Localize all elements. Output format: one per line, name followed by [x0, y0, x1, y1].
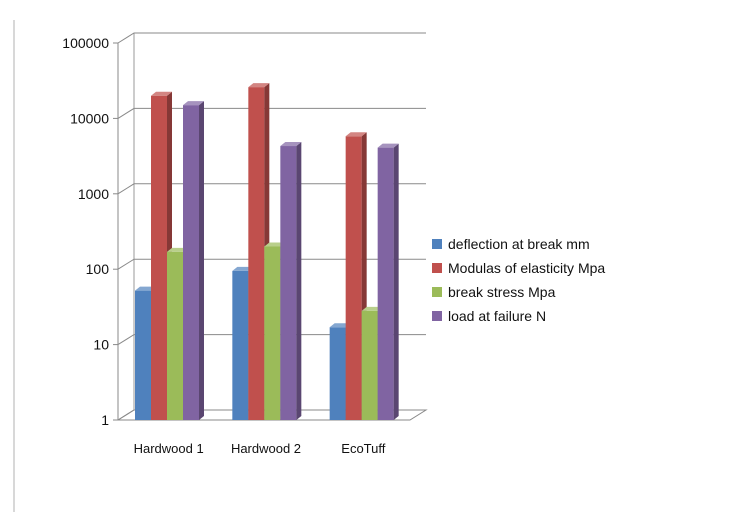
legend-label: deflection at break mm [448, 236, 590, 252]
bar-top [361, 306, 383, 311]
legend-item: Modulas of elasticity Mpa [432, 256, 605, 280]
bar-top [248, 83, 270, 88]
legend-label: Modulas of elasticity Mpa [448, 260, 606, 276]
bar-front [345, 136, 362, 420]
legend-item: deflection at break mm [432, 232, 605, 256]
gridline [117, 107, 426, 119]
bar-top [183, 101, 204, 106]
y-tick-label: 100000 [62, 35, 109, 51]
bar-top [232, 266, 254, 271]
bar-side [393, 143, 399, 420]
bar-front [329, 327, 346, 420]
y-tick-label: 10000 [70, 110, 109, 126]
bar-front [183, 105, 199, 421]
x-category-label: Hardwood 2 [231, 441, 301, 456]
bar-top [264, 242, 286, 247]
bar [377, 143, 399, 420]
bar-front [232, 270, 249, 420]
y-tick-label: 10 [93, 337, 109, 353]
legend-label: break stress Mpa [448, 284, 556, 300]
frame-edge [13, 20, 15, 512]
bar-top [377, 143, 399, 148]
bar-front [361, 310, 378, 420]
gridline [117, 334, 426, 346]
y-tick-label: 1000 [78, 186, 109, 202]
legend-swatch [432, 263, 442, 273]
bar-top [151, 91, 172, 96]
bar-front [248, 87, 265, 420]
bar-side [296, 142, 302, 420]
gridline [117, 258, 426, 270]
x-axis-labels: Hardwood 1 Hardwood 2 EcoTuff [134, 441, 386, 456]
x-category-label: EcoTuff [341, 441, 385, 456]
bar-top [345, 132, 367, 137]
bar-top [135, 286, 156, 291]
bar-top [280, 142, 302, 147]
y-axis-ticks: 1 10 100 1000 10000 100000 [62, 35, 109, 428]
gridline [117, 183, 426, 195]
legend-item: load at failure N [432, 304, 605, 328]
bar-front [377, 147, 394, 420]
legend: deflection at break mm Modulas of elastic… [432, 232, 605, 328]
bar-top [167, 247, 188, 252]
bar-front [280, 146, 297, 420]
gridlines [113, 32, 426, 421]
bars [135, 83, 399, 421]
bar-front [167, 251, 183, 420]
legend-swatch [432, 287, 442, 297]
legend-label: load at failure N [448, 308, 547, 324]
bar-front [151, 95, 167, 421]
y-tick-label: 100 [86, 261, 110, 277]
bar-side [199, 101, 204, 421]
y-tick-label: 1 [101, 412, 109, 428]
bar-front [135, 290, 151, 420]
bar-top [329, 323, 351, 328]
bar-front [264, 246, 281, 420]
legend-swatch [432, 311, 442, 321]
gridline [117, 32, 426, 44]
bar [280, 142, 302, 420]
legend-swatch [432, 239, 442, 249]
bar [183, 101, 204, 421]
legend-item: break stress Mpa [432, 280, 605, 304]
x-category-label: Hardwood 1 [134, 441, 204, 456]
gridline [117, 409, 426, 421]
